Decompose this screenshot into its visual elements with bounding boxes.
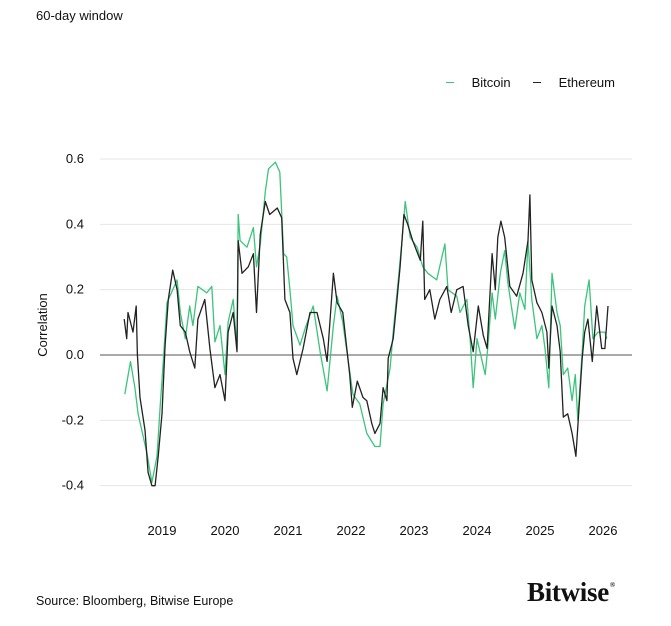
- series-line-bitcoin: [124, 161, 608, 484]
- y-axis-label: Correlation: [35, 293, 50, 357]
- y-tick-label: 0.4: [66, 216, 84, 231]
- y-tick-label: -0.4: [62, 478, 84, 493]
- x-tick-label: 2026: [589, 523, 618, 538]
- y-tick-label: 0.0: [66, 347, 84, 362]
- legend-label-bitcoin: Bitcoin: [471, 75, 511, 90]
- x-tick-label: 2023: [400, 523, 429, 538]
- series-line-ethereum: [123, 194, 609, 487]
- x-tick-label: 2021: [274, 523, 303, 538]
- x-tick-label: 2020: [211, 523, 240, 538]
- bitwise-logo: Bitwise®: [527, 577, 615, 607]
- y-tick-label: 0.2: [66, 282, 84, 297]
- legend-label-ethereum: Ethereum: [558, 75, 615, 90]
- x-tick-label: 2022: [337, 523, 366, 538]
- chart-subtitle: 60-day window: [36, 8, 123, 23]
- y-tick-label: 0.6: [66, 151, 84, 166]
- x-tick-label: 2019: [148, 523, 177, 538]
- legend-swatch-ethereum: [532, 81, 541, 84]
- x-tick-label: 2025: [526, 523, 555, 538]
- y-tick-label: -0.2: [62, 412, 84, 427]
- legend: Bitcoin Ethereum: [445, 75, 615, 90]
- legend-swatch-bitcoin: [445, 81, 454, 84]
- source-note: Source: Bloomberg, Bitwise Europe: [36, 594, 234, 608]
- x-tick-label: 2024: [463, 523, 492, 538]
